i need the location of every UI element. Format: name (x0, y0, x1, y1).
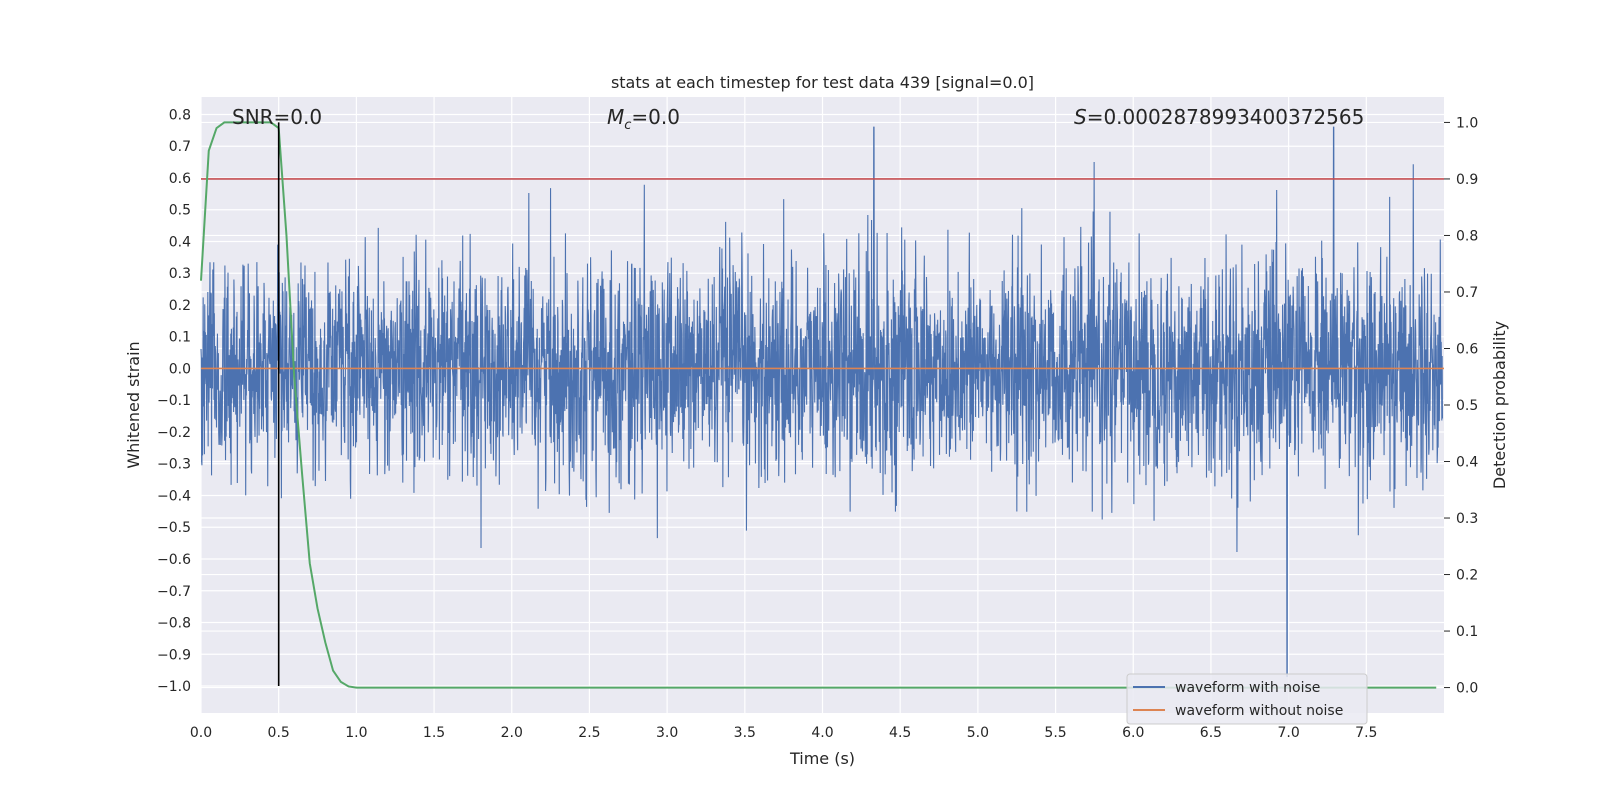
x-tick-label: 4.0 (811, 725, 833, 741)
y2-axis-label: Detection probability (1490, 321, 1509, 489)
legend-label-waveform-with-noise: waveform with noise (1175, 680, 1320, 696)
chart-title: stats at each timestep for test data 439… (611, 73, 1034, 92)
x-tick-label: 2.5 (578, 725, 600, 741)
y-tick-label: −0.2 (157, 425, 191, 441)
x-tick-label: 6.0 (1122, 725, 1144, 741)
y-tick-label: −0.4 (157, 488, 191, 504)
series-waveform-with-noise (200, 126, 1443, 678)
y-tick-label: −0.7 (157, 584, 191, 600)
y2-tick-label: 1.0 (1456, 115, 1478, 131)
x-tick-label: 7.5 (1355, 725, 1377, 741)
statistic-annotation: S=0.0002878993400372565 (1074, 105, 1364, 129)
x-tick-label: 3.5 (734, 725, 756, 741)
x-tick-label: 0.5 (268, 725, 290, 741)
x-tick-label: 2.0 (501, 725, 523, 741)
y2-tick-label: 0.9 (1456, 172, 1478, 188)
y2-tick-label: 0.5 (1456, 398, 1478, 414)
x-tick-label: 6.5 (1200, 725, 1222, 741)
y-axis-label: Whitened strain (124, 341, 143, 468)
x-tick-label: 5.0 (967, 725, 989, 741)
statistic-value: =0.0002878993400372565 (1087, 105, 1365, 129)
y-tick-label: 0.8 (169, 107, 191, 123)
x-tick-label: 7.0 (1277, 725, 1299, 741)
y-tick-label: −1.0 (157, 679, 191, 695)
y2-tick-label: 0.8 (1456, 228, 1478, 244)
y2-tick-label: 0.1 (1456, 624, 1478, 640)
y-tick-label: −0.1 (157, 393, 191, 409)
x-tick-label: 1.0 (345, 725, 367, 741)
y-tick-label: −0.6 (157, 552, 191, 568)
y2-tick-label: 0.6 (1456, 341, 1478, 357)
statistic-symbol: S (1074, 105, 1087, 129)
y-tick-label: −0.8 (157, 616, 191, 632)
chirp-mass-symbol: M (607, 105, 624, 129)
x-tick-label: 1.5 (423, 725, 445, 741)
y-tick-label: 0.0 (169, 361, 191, 377)
legend-box (1126, 673, 1368, 725)
y-tick-label: −0.9 (157, 647, 191, 663)
y-tick-label: 0.6 (169, 171, 191, 187)
x-tick-label: 4.5 (889, 725, 911, 741)
y-tick-label: 0.1 (169, 330, 191, 346)
chirp-mass-annotation: Mc=0.0 (607, 105, 680, 133)
x-tick-label: 0.0 (190, 725, 212, 741)
y-tick-label: 0.3 (169, 266, 191, 282)
y-tick-label: −0.5 (157, 520, 191, 536)
y2-tick-label: 0.3 (1456, 511, 1478, 527)
y2-tick-label: 0.4 (1456, 455, 1478, 471)
y2-tick-label: 0.7 (1456, 285, 1478, 301)
x-tick-label: 3.0 (656, 725, 678, 741)
y-tick-label: 0.5 (169, 203, 191, 219)
y-tick-label: −0.3 (157, 457, 191, 473)
legend: waveform with noise waveform without noi… (1126, 673, 1368, 725)
x-tick-label: 5.5 (1044, 725, 1066, 741)
snr-annotation: SNR=0.0 (232, 105, 322, 129)
legend-label-waveform-without-noise: waveform without noise (1175, 703, 1343, 719)
x-axis-label: Time (s) (789, 749, 855, 768)
chirp-mass-value: =0.0 (631, 105, 680, 129)
y-tick-label: 0.4 (169, 234, 191, 250)
y-tick-label: 0.2 (169, 298, 191, 314)
y2-tick-label: 0.0 (1456, 681, 1478, 697)
y2-tick-label: 0.2 (1456, 568, 1478, 584)
y-tick-label: 0.7 (169, 139, 191, 155)
chirp-mass-subscript: c (624, 118, 631, 133)
series-detection-probability (200, 121, 1437, 689)
